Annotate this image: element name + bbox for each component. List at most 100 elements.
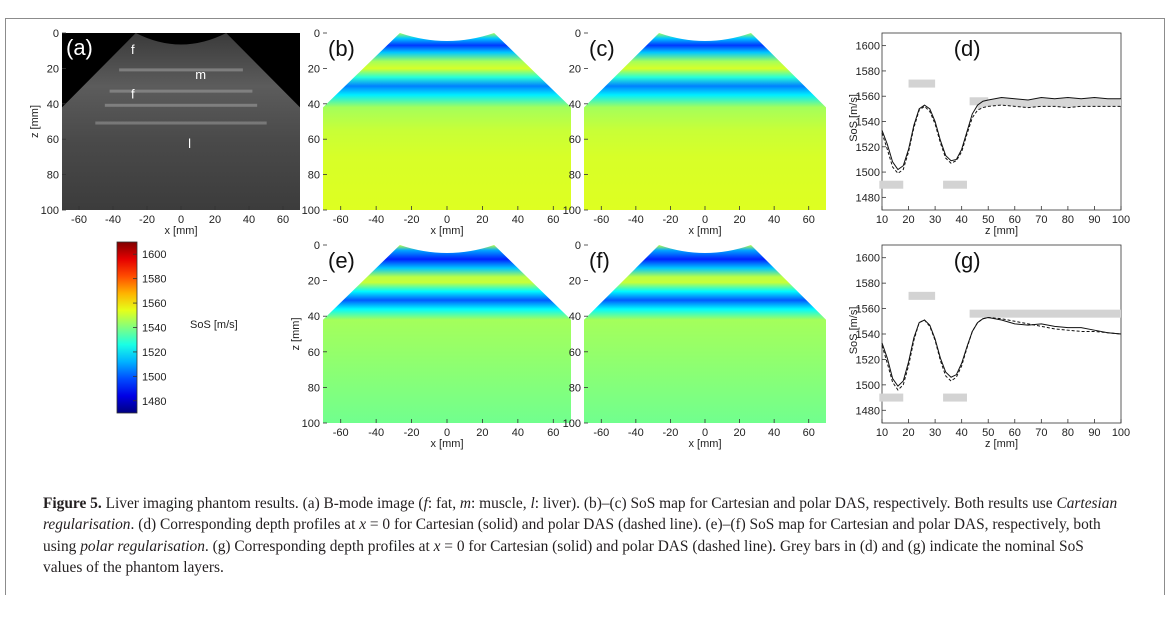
y-tick-label: 1600 [856,253,880,265]
x-tick-label: -40 [105,214,121,226]
x-tick-label: -20 [662,214,678,226]
caption-math-eq: = 0 [440,537,465,555]
panel-c-sos-map: (c) -60 -40 -20 0 20 40 60 0 20 40 60 80 100 x [mm] [563,28,826,237]
x-tick-label: 60 [1009,427,1021,439]
x-tick-label: 40 [512,427,524,439]
colorbar: 1600 1580 1560 1540 1520 1500 1480 SoS [m/s] [116,241,238,414]
nominal-sos-bar [908,79,936,88]
y-tick-label: 60 [308,347,320,359]
colorbar-tick-label: 1480 [142,396,166,408]
bmode-layer-label: f [131,86,135,101]
x-tick-label: 80 [1062,427,1074,439]
y-tick-label: 20 [47,63,59,75]
x-tick-label: 40 [243,214,255,226]
plot-area [881,32,1122,211]
y-tick-label: 100 [41,205,59,217]
sos-map-image [584,245,826,423]
y-tick-label: 20 [308,63,320,75]
x-axis-label: x [mm] [431,225,464,237]
y-tick-label: 1520 [856,354,880,366]
y-tick-label: 100 [302,205,320,217]
x-tick-label: 30 [929,214,941,226]
y-tick-label: 1480 [856,192,880,204]
bmode-layer-boundary [95,121,267,125]
x-axis-label: z [mm] [985,438,1018,450]
y-tick-label: 100 [302,418,320,430]
nominal-sos-bar [908,291,936,300]
nominal-sos-bar [969,97,989,106]
panel-e-sos-map: (e) -60 -40 -20 0 20 40 60 0 20 40 60 80 100 x [mm] z [… [290,240,571,450]
caption-italic: m [459,495,472,512]
y-axis-label: z [mm] [290,318,302,351]
x-tick-label: -40 [368,214,384,226]
colorbar-tick-label: 1520 [142,347,166,359]
caption-math-eq: = 0 [366,516,391,534]
panel-b-sos-map: (b) -60 -40 -20 0 20 40 60 0 20 40 60 80 100 x [mm] [302,28,571,237]
colorbar-tick-label: 1600 [142,249,166,261]
x-tick-label: -20 [662,427,678,439]
x-tick-label: 0 [702,427,708,439]
x-tick-label: -60 [593,214,609,226]
caption-italic: Cartesian regularisation [43,495,1118,534]
x-tick-label: -20 [404,214,420,226]
y-tick-label: 40 [308,311,320,323]
bmode-layer-boundary [109,89,253,93]
x-tick-label: 20 [902,427,914,439]
y-tick-label: 40 [308,99,320,111]
x-tick-label: 10 [876,427,888,439]
x-tick-label: -60 [333,427,349,439]
figure-caption: Figure 5. Liver imaging phantom results.… [43,493,1123,578]
y-tick-label: 60 [569,134,581,146]
x-tick-label: 50 [982,427,994,439]
y-tick-label: 80 [569,382,581,394]
x-tick-label: 60 [1009,214,1021,226]
x-tick-label: 20 [733,427,745,439]
x-tick-label: -40 [368,427,384,439]
x-tick-label: 90 [1088,214,1100,226]
y-tick-label: 60 [47,134,59,146]
difference-band [977,97,1121,111]
nominal-sos-bar [943,180,967,189]
x-tick-label: 80 [1062,214,1074,226]
y-tick-label: 80 [308,170,320,182]
colorbar-tick-label: 1500 [142,371,166,383]
nominal-sos-bar [879,393,904,402]
x-tick-label: 0 [702,214,708,226]
caption-italic: f [423,495,428,512]
y-tick-label: 1540 [856,329,880,341]
panel-label: (c) [589,36,615,61]
x-tick-label: -20 [404,427,420,439]
caption-italic: polar regularisation [80,537,205,555]
x-tick-label: -60 [593,427,609,439]
y-tick-label: 1560 [856,91,880,103]
bmode-layer-boundary [119,68,243,72]
nominal-sos-bar [969,309,1121,318]
caption-italic: l [530,495,535,512]
x-tick-label: -40 [628,427,644,439]
x-tick-label: 70 [1035,427,1047,439]
y-tick-label: 100 [563,205,581,217]
colorbar-tick-label: 1540 [142,323,166,335]
y-tick-label: 40 [47,99,59,111]
cartesian-das-line [881,316,1122,387]
x-tick-label: 0 [178,214,184,226]
polar-das-line [881,316,1122,391]
y-tick-label: 1540 [856,117,880,129]
x-tick-label: 60 [803,214,815,226]
y-tick-label: 20 [569,63,581,75]
bmode-layer-label: l [188,136,191,151]
sos-map-image [323,33,571,210]
panel-d-depth-profile: 10 20 30 40 50 60 70 80 90 100 1600 1580 1560 1540 152… [848,32,1130,237]
x-tick-label: 60 [547,427,559,439]
caption-text: Liver imaging phantom results. (a) B-mod… [101,495,424,512]
figure-frame [5,18,1165,595]
y-tick-label: 1480 [856,405,880,417]
caption-math-x: x [433,537,441,555]
caption-text: . (g) Corresponding depth profiles at [204,537,434,555]
bmode-layer-label: f [131,42,135,57]
panel-f-sos-map: (f) -60 -40 -20 0 20 40 60 0 20 40 60 80 100 x [mm] [563,240,826,450]
y-tick-label: 1560 [856,304,880,316]
x-tick-label: 100 [1112,427,1130,439]
x-tick-label: 0 [444,427,450,439]
y-axis-label: z [mm] [29,105,41,138]
